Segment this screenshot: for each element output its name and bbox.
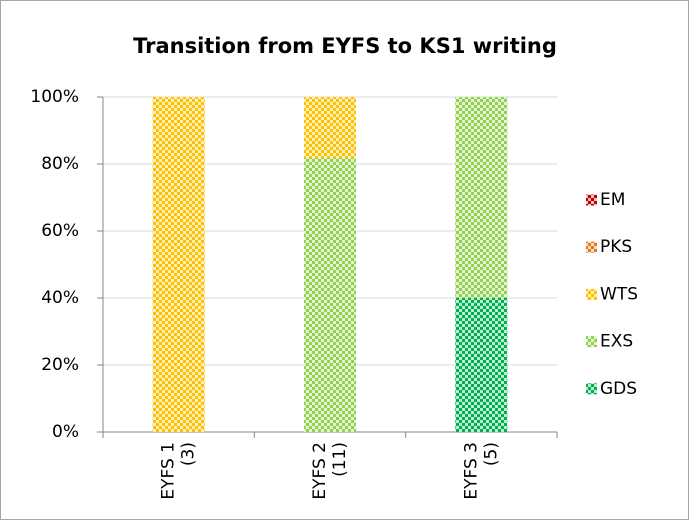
y-tick-label: 100% (30, 87, 79, 107)
bar-segment (455, 97, 508, 298)
legend-label: PKS (600, 237, 632, 257)
x-tick-label: EYFS 2(11) (310, 442, 350, 500)
y-tick-label: 60% (41, 221, 79, 241)
y-tick-label: 0% (52, 422, 79, 442)
y-tick-label: 40% (41, 288, 79, 308)
bar-segment (152, 97, 205, 432)
bar-segment (455, 298, 508, 432)
legend-swatch (586, 194, 597, 206)
y-tick-label: 20% (41, 355, 79, 375)
bar-segment (304, 157, 356, 432)
x-tick-label: EYFS 3(5) (461, 442, 501, 500)
legend-label: GDS (600, 379, 637, 399)
x-tick-label: EYFS 1(3) (159, 442, 199, 500)
legend-label: EM (600, 190, 625, 210)
bar-segment (304, 97, 356, 158)
legend-swatch (586, 241, 597, 253)
legend-swatch (586, 288, 597, 300)
legend-label: EXS (600, 332, 633, 352)
chart-title: Transition from EYFS to KS1 writing (133, 34, 557, 58)
y-tick-label: 80% (41, 154, 79, 174)
legend-label: WTS (600, 284, 638, 304)
legend-swatch (586, 336, 597, 348)
legend-swatch (586, 383, 597, 395)
